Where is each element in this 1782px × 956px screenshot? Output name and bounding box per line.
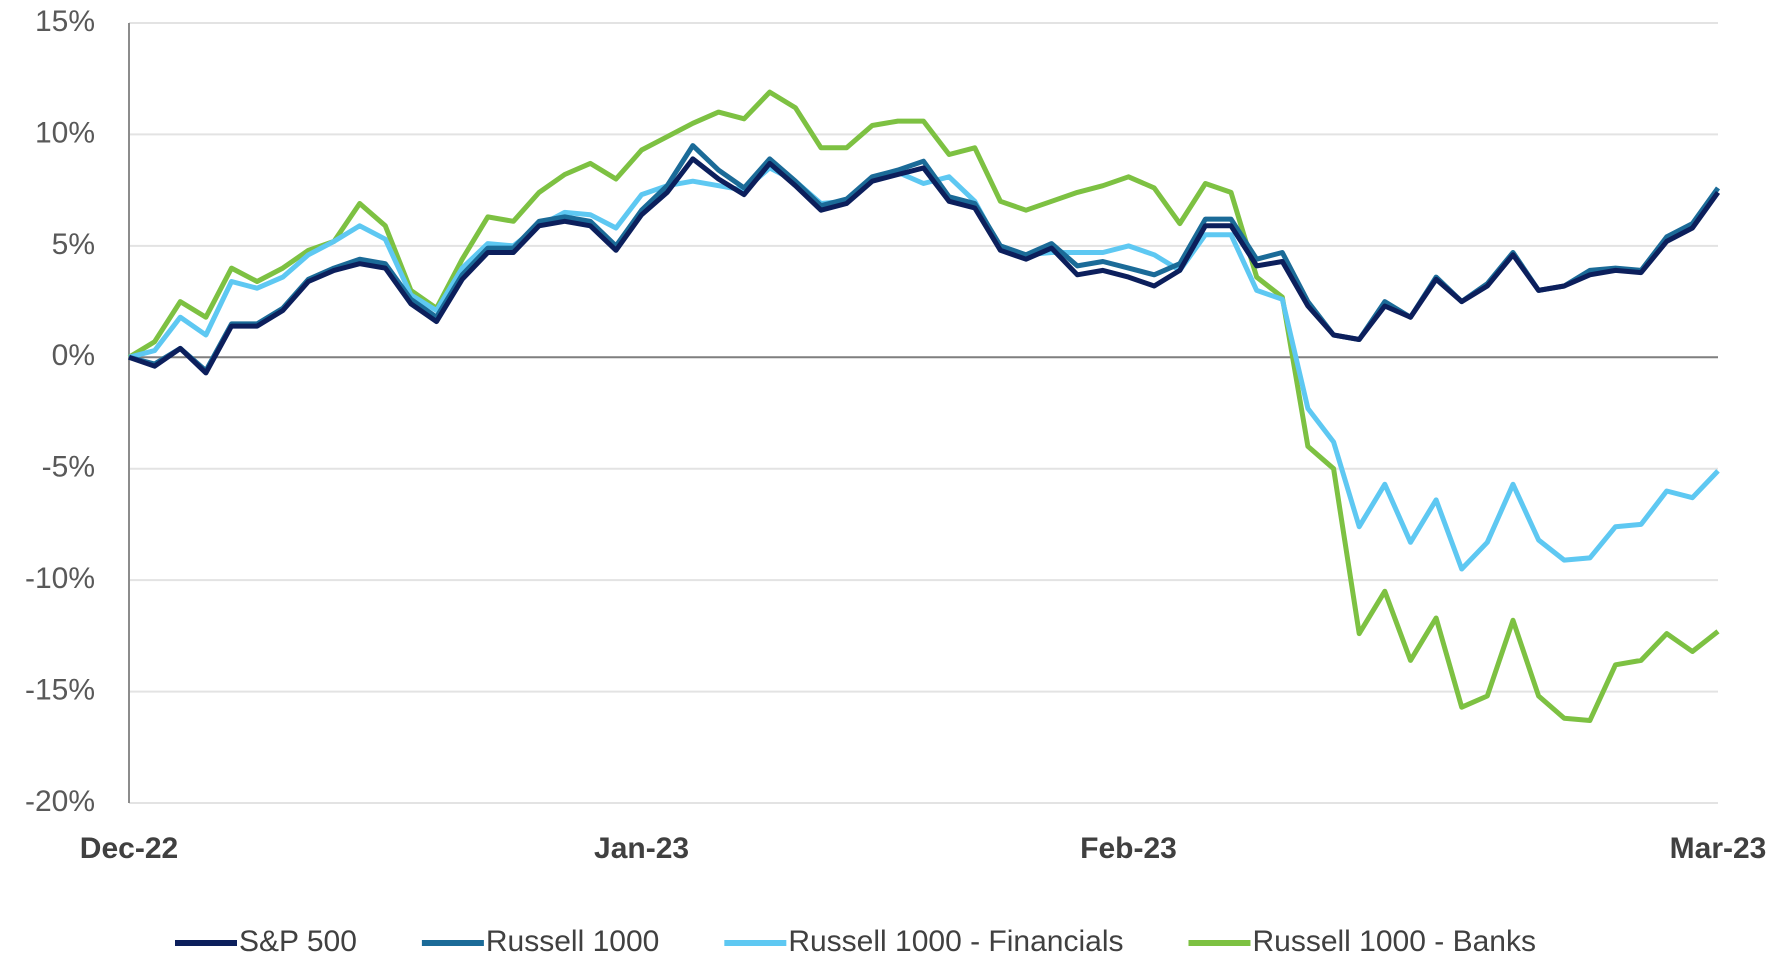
- y-tick-label: -10%: [25, 562, 95, 595]
- legend-label: Russell 1000 - Banks: [1252, 925, 1535, 956]
- y-tick-label: -20%: [25, 785, 95, 818]
- y-tick-label: 0%: [52, 339, 95, 372]
- legend-item: Russell 1000 - Banks: [1188, 925, 1536, 956]
- legend: S&P 500 Russell 1000 Russell 1000 - Financ…: [175, 925, 1536, 956]
- series-line: [128, 156, 1721, 376]
- y-tick-label: -5%: [42, 451, 95, 484]
- legend-item: Russell 1000 - Financials: [724, 925, 1123, 956]
- x-tick-label: Mar-23: [1670, 832, 1767, 865]
- x-tick-label: Jan-23: [594, 832, 689, 865]
- y-tick-label: 10%: [35, 116, 95, 149]
- legend-item: Russell 1000: [421, 925, 659, 956]
- series-line: [128, 143, 1721, 374]
- series-line: [128, 165, 1720, 572]
- legend-label: Russell 1000: [486, 925, 659, 956]
- x-tick-label: Dec-22: [80, 832, 178, 865]
- x-tick-label: Feb-23: [1080, 832, 1177, 865]
- legend-label: Russell 1000 - Financials: [788, 925, 1123, 956]
- y-tick-label: 15%: [35, 5, 95, 38]
- y-tick-label: -15%: [25, 673, 95, 706]
- y-tick-label: 5%: [52, 228, 95, 261]
- series-line: [127, 89, 1720, 723]
- legend-item: S&P 500: [175, 925, 357, 956]
- legend-label: S&P 500: [239, 925, 357, 956]
